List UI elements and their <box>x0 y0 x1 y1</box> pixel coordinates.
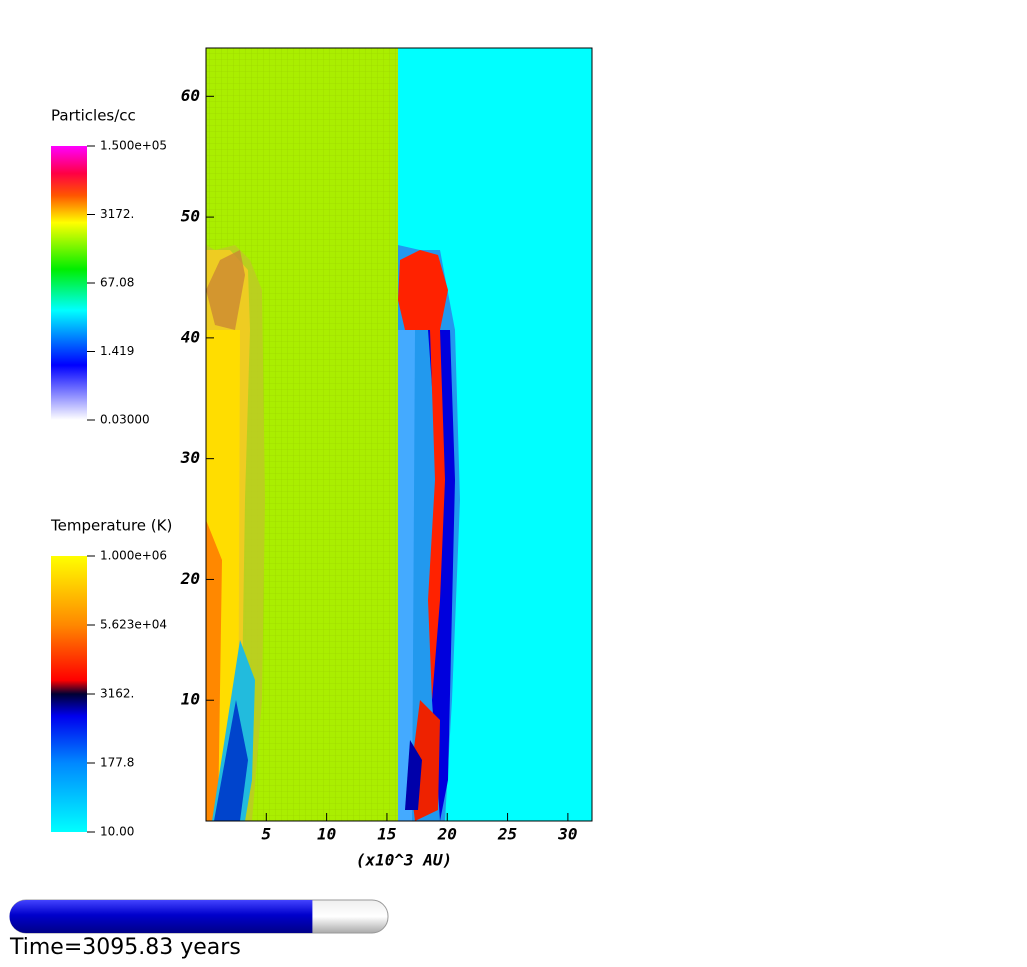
x-tick-label: 5 <box>261 825 271 844</box>
colorbar-label: 10.00 <box>100 825 134 839</box>
colorbar-label: 3172. <box>100 207 134 221</box>
colorbar-label: 1.000e+06 <box>100 549 167 563</box>
y-tick-label: 60 <box>181 86 200 105</box>
field <box>205 47 593 822</box>
colorbar-title: Particles/cc <box>51 107 136 125</box>
x-tick-label: 15 <box>377 825 396 844</box>
x-tick-label: 30 <box>557 825 577 844</box>
y-tick-label: 30 <box>180 448 200 467</box>
colorbar-label: 0.03000 <box>100 413 150 427</box>
colorbar-label: 1.500e+05 <box>100 139 167 153</box>
y-tick-label: 50 <box>181 207 200 226</box>
colorbar-label: 5.623e+04 <box>100 618 167 632</box>
colorbar-label: 3162. <box>100 687 134 701</box>
y-tick-label: 20 <box>180 569 200 588</box>
colorbar-title: Temperature (K) <box>50 517 172 535</box>
time-label: Time=3095.83 years <box>9 935 241 960</box>
progress-fill <box>9 900 313 933</box>
y-tick-label: 40 <box>181 327 200 346</box>
colorbar <box>51 556 87 832</box>
colorbar-label: 177.8 <box>100 756 134 770</box>
colorbar-label: 1.419 <box>100 344 134 358</box>
x-tick-label: 20 <box>437 825 457 844</box>
x-axis-label: (x10^3 AU) <box>356 851 452 870</box>
colorbar <box>51 146 87 420</box>
colorbar-label: 67.08 <box>100 276 134 290</box>
x-tick-label: 10 <box>317 825 336 844</box>
y-tick-label: 10 <box>181 690 200 709</box>
x-tick-label: 25 <box>497 825 517 844</box>
